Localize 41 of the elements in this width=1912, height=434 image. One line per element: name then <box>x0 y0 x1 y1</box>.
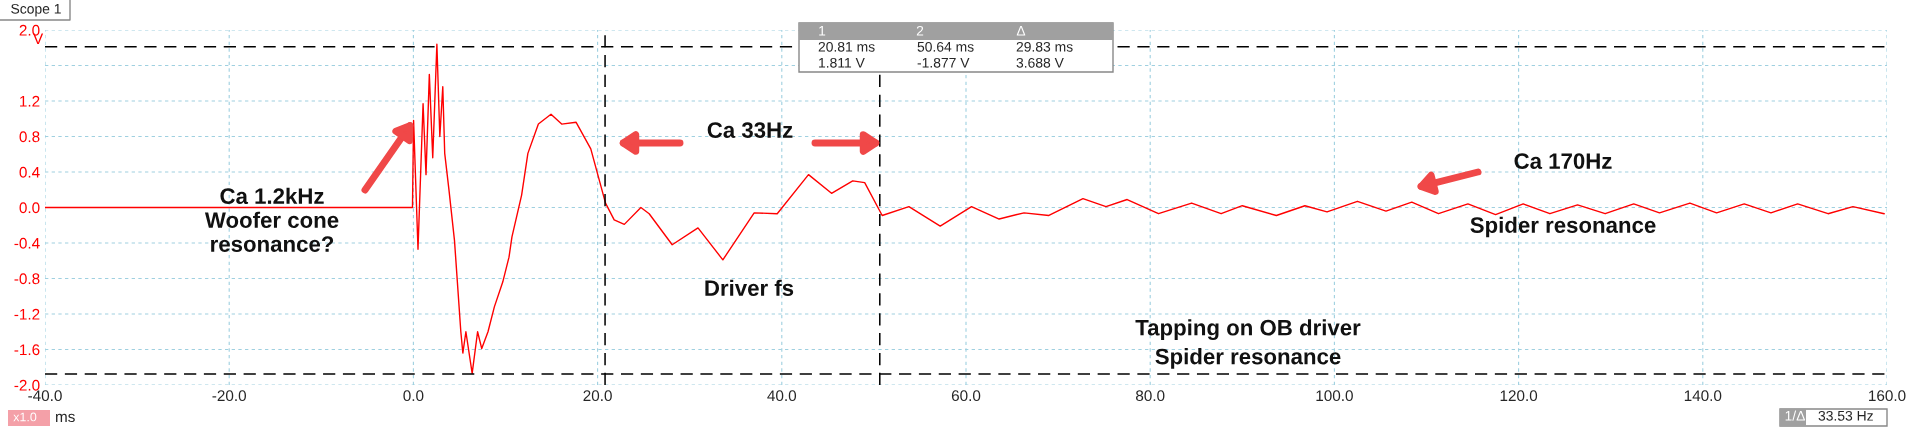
x-tick-label: 20.0 <box>583 390 612 402</box>
x-tick-label: 0.0 <box>403 390 424 402</box>
x-axis-title: ms <box>56 413 75 423</box>
annotation: Tapping on OB driver Spider resonance <box>1135 319 1361 369</box>
y-tick-label: 1.2 <box>20 95 40 107</box>
text: 33.53 Hz <box>1818 410 1873 421</box>
y-tick-label: -2.0 <box>14 379 40 391</box>
text: Scope 1 <box>11 3 61 17</box>
annotation: 2 <box>916 25 924 36</box>
annotation: Ca 170Hz <box>1514 153 1612 169</box>
text: 1/Δ <box>1785 410 1806 421</box>
annotation: Ca 33Hz <box>707 122 793 138</box>
line-series <box>45 43 1885 375</box>
y-tick-label: 0.4 <box>19 166 40 178</box>
x-tick-label: 120.0 <box>1500 390 1538 402</box>
x-tick-label: 100.0 <box>1316 390 1353 402</box>
annotation: 20.81 ms <box>818 41 875 52</box>
annotation: Ca 1.2kHz Woofer cone resonance? <box>204 187 339 252</box>
x-tick-label: -20.0 <box>212 390 247 402</box>
y-tick-label: -1.2 <box>14 308 40 320</box>
annotation: -1.877 V <box>917 57 970 68</box>
annotation: 1.811 V <box>819 57 865 68</box>
text: x1.0 <box>13 412 37 422</box>
y-tick-label: -0.8 <box>14 273 40 285</box>
annotation: 3.688 V <box>1016 57 1064 68</box>
x-tick-label: 80.0 <box>1136 390 1165 402</box>
annotation: Driver fs <box>705 279 794 296</box>
x-tick-label: -40.0 <box>28 390 62 402</box>
annotation: 29.83 ms <box>1016 41 1073 52</box>
annotation: 1 <box>819 26 826 36</box>
x-tick-label: 140.0 <box>1684 390 1722 402</box>
x-tick-label: 40.0 <box>767 390 797 402</box>
y-tick-label: -0.4 <box>14 237 40 249</box>
y-tick-label: -1.6 <box>14 344 40 356</box>
y-tick-label: 0.0 <box>19 202 40 214</box>
x-tick-label: 60.0 <box>951 390 981 402</box>
x-tick-label: 160.0 <box>1869 390 1906 402</box>
y-tick-label: 0.8 <box>19 131 40 143</box>
annotation: Spider resonance <box>1470 216 1656 238</box>
annotation: 50.64 ms <box>917 41 974 52</box>
annotation: Δ <box>1016 26 1026 36</box>
